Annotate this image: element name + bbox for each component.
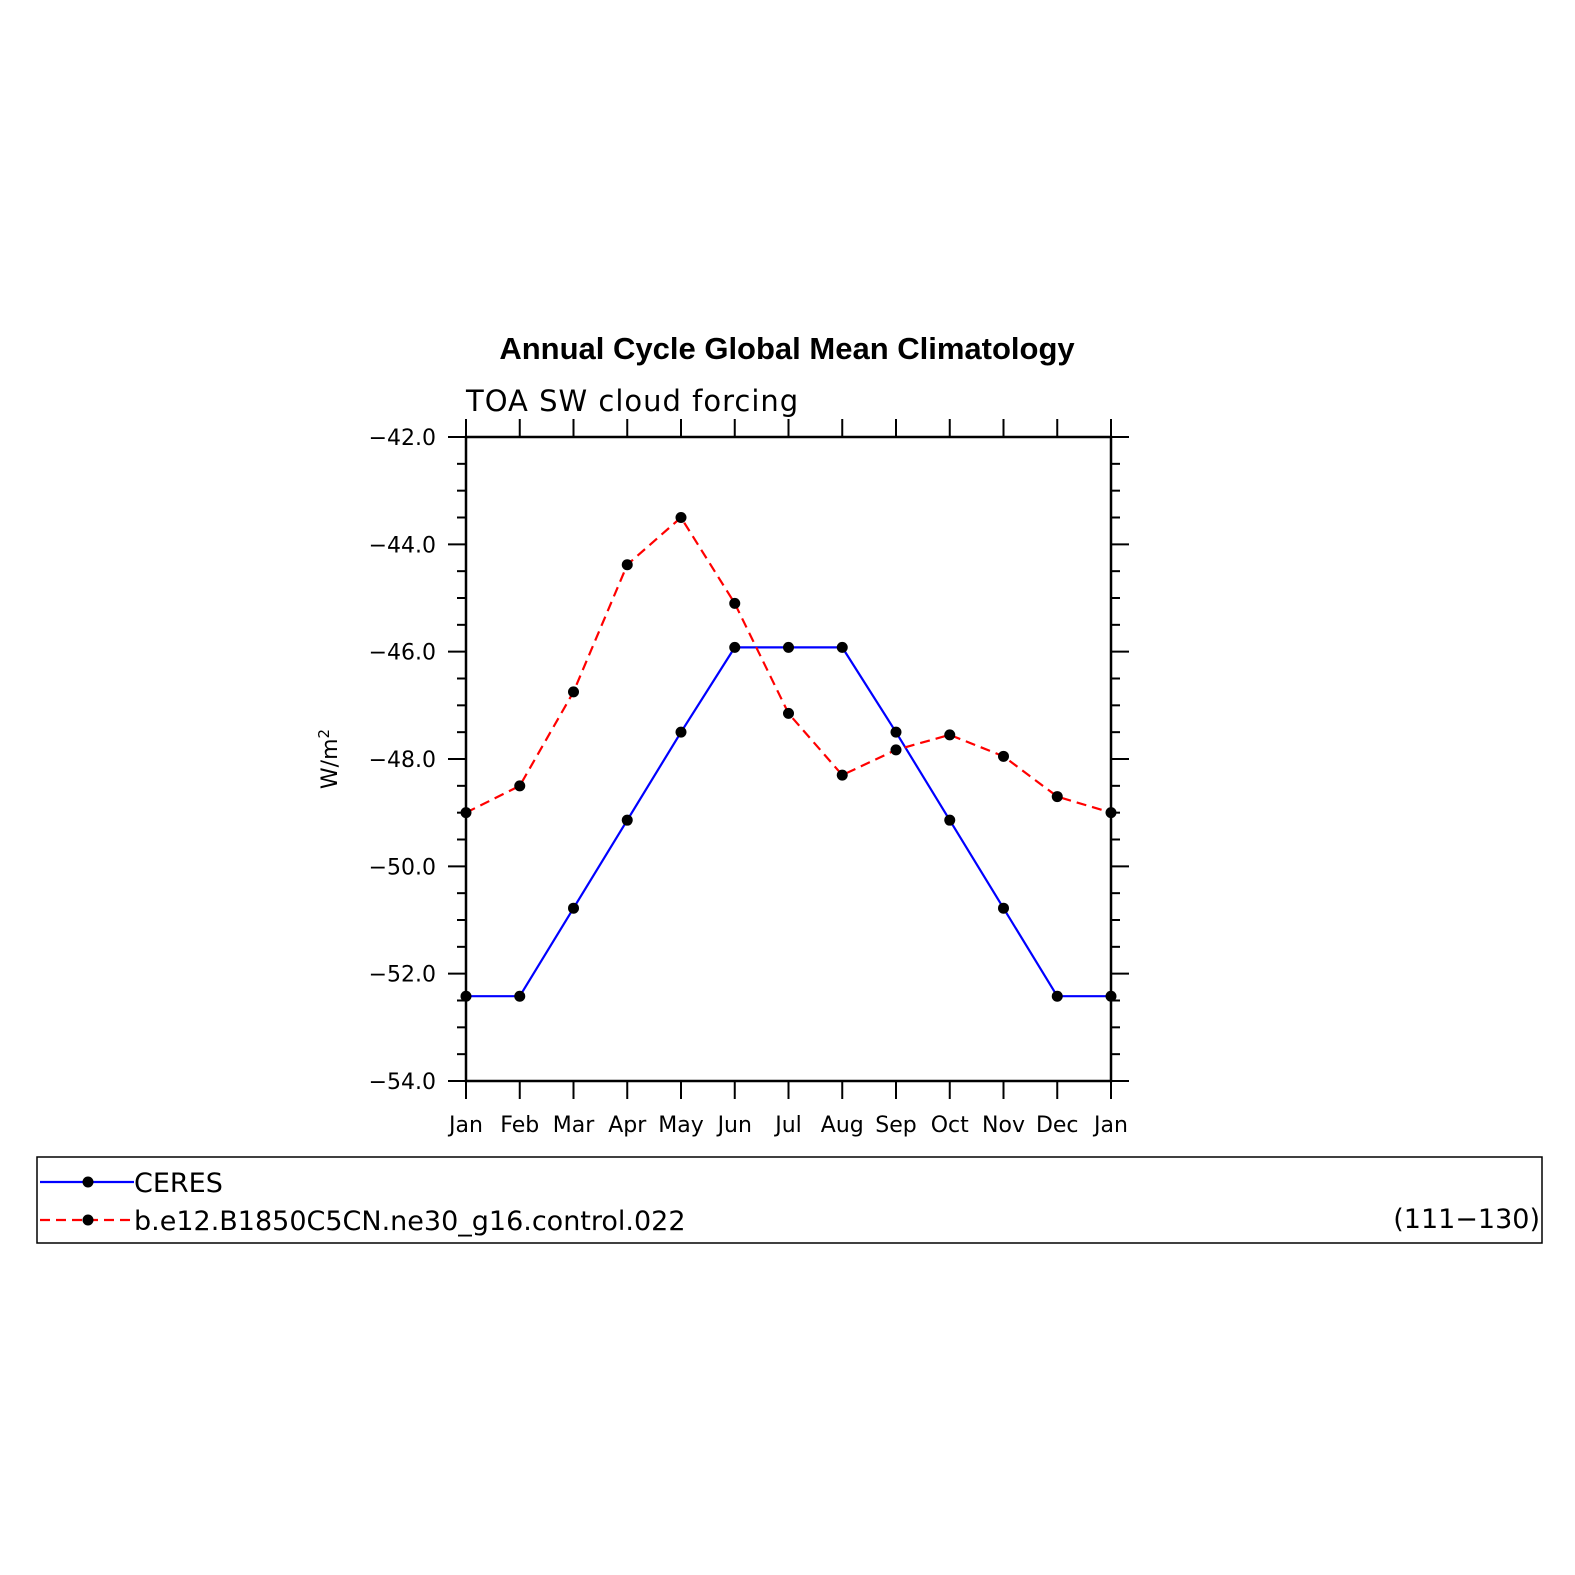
y-axis: −42.0 −44.0 −46.0 −48.0 −50.0 −52.0 −54.0 [369,426,1129,1095]
x-tick-label: Jan [1092,1113,1128,1138]
data-point [890,726,902,738]
legend-items: CERES b.e12.B1850C5CN.ne30_g16.control.02… [40,1168,686,1237]
data-point [836,641,848,653]
x-tick-label: Sep [875,1113,916,1138]
data-point [1105,807,1117,819]
y-tick-label: −46.0 [369,641,436,666]
x-tick-label: Oct [931,1113,969,1138]
x-tick-label: Apr [608,1113,647,1138]
data-point [944,814,956,826]
plot-area [464,435,1113,1083]
x-tick-label: Jul [773,1113,802,1138]
y-tick-label: −50.0 [369,855,436,880]
data-point [675,726,687,738]
data-point [621,814,633,826]
x-tick-label: Jun [716,1113,752,1138]
x-tick-label: Nov [982,1113,1025,1138]
y-tick-label: −48.0 [369,748,436,773]
data-point [998,902,1009,914]
chart-title: Annual Cycle Global Mean Climatology [499,331,1075,366]
legend: CERES b.e12.B1850C5CN.ne30_g16.control.02… [36,1156,1543,1244]
data-point [514,780,526,792]
data-point [944,729,956,741]
data-point [729,597,741,609]
data-point [729,641,741,653]
x-tick-label: May [658,1113,703,1138]
series-line-1 [465,516,1112,814]
data-point [621,559,633,571]
data-point [1105,990,1117,1002]
data-point [1051,990,1063,1002]
data-point [568,686,579,698]
x-axis: Jan Feb Mar Apr May Jun Jul Aug Sep Oct Nov Dec Jan [447,419,1128,1138]
y-axis-label-text: W/m [318,738,343,789]
legend-note: (111−130) [1393,1204,1540,1235]
data-point [890,744,902,756]
data-point [460,807,472,819]
x-tick-label: Feb [500,1113,539,1138]
data-point [836,769,848,781]
chart-subtitle: TOA SW cloud forcing [465,384,799,418]
y-tick-label: −44.0 [369,533,436,558]
series-layer [460,512,1117,1002]
legend-marker-1 [82,1214,94,1226]
y-axis-label: W/m2 [315,729,343,789]
legend-label-0: CERES [134,1168,223,1199]
y-tick-label: −54.0 [369,1070,436,1095]
legend-marker-0 [82,1176,94,1188]
data-point [998,750,1009,762]
series-line-0 [466,646,1111,998]
plot-frame [464,435,1113,1083]
legend-label-1: b.e12.B1850C5CN.ne30_g16.control.022 [134,1206,686,1237]
legend-box [36,1156,1543,1244]
x-tick-label: Dec [1036,1113,1079,1138]
x-tick-label: Mar [553,1113,595,1138]
data-point [568,902,579,914]
x-tick-label: Jan [447,1113,483,1138]
data-point [783,641,794,653]
data-point [783,707,794,719]
data-point [675,512,687,523]
data-point [1051,791,1063,803]
data-point [460,990,472,1002]
y-axis-label-superscript: 2 [315,729,333,739]
x-tick-label: Aug [821,1113,864,1138]
data-point [514,990,526,1002]
y-tick-label: −42.0 [369,426,436,451]
y-tick-label: −52.0 [369,963,436,988]
